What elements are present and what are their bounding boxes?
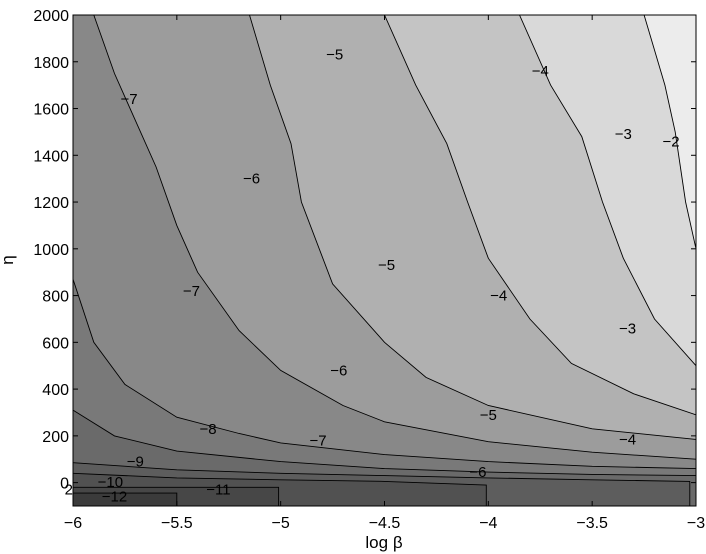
contour-line-3	[73, 462, 691, 506]
x-tick-label: −6	[64, 515, 82, 532]
contour-line-4	[73, 409, 696, 477]
y-tick-label: 2000	[33, 8, 69, 25]
contour-label: −7	[121, 91, 138, 108]
contour-line-9	[519, 15, 696, 366]
y-tick-label: 400	[42, 382, 69, 399]
contour-label: −5	[480, 407, 497, 424]
x-tick-label: −5.5	[161, 515, 193, 532]
y-tick-label: 1000	[33, 242, 69, 259]
contour-lines	[73, 15, 696, 506]
contour-label: −4	[490, 288, 507, 305]
y-tick-label: 1400	[33, 148, 69, 165]
y-tick-label: 1200	[33, 195, 69, 212]
contour-region-11	[644, 15, 696, 249]
contour-label: −5	[378, 257, 395, 274]
x-tick-label: −4.5	[369, 515, 401, 532]
contour-label: −3	[615, 126, 632, 143]
contour-line-7	[249, 15, 696, 440]
contour-label: −4	[532, 63, 549, 80]
y-tick-label: 600	[42, 335, 69, 352]
contour-label: −4	[619, 431, 636, 448]
y-tick-label: 1600	[33, 102, 69, 119]
contour-label: −6	[469, 464, 486, 481]
contour-line-0	[73, 492, 178, 506]
contour-line-8	[384, 15, 696, 416]
contour-label: −11	[206, 482, 230, 499]
contour-label: −12	[102, 489, 127, 506]
contour-label: −10	[98, 474, 123, 491]
contour-label: −8	[199, 421, 216, 438]
contour-labels: −2 −3 −3 −4 −4 −4 −5 −5 −5 −6 −6 −6 −7 −7 −7 −8 −9−10 −11…	[65, 47, 680, 506]
contour-label: −3	[619, 320, 636, 337]
x-tick-label: −5	[272, 515, 290, 532]
contour-region-10	[519, 15, 696, 366]
y-tick-label: 200	[42, 429, 69, 446]
contour-label: −2	[663, 133, 680, 150]
y-axis-ticks: 0 200 400 600 800 1000 1200 1400 1600 1800 2000	[33, 8, 696, 493]
x-tick-label: −4	[479, 515, 497, 532]
contour-label: −7	[183, 283, 200, 300]
contour-line-6	[93, 15, 696, 460]
y-axis-label: η	[0, 255, 17, 264]
y-tick-label: 0	[60, 476, 69, 493]
x-axis-label: log β	[365, 533, 402, 552]
contour-label: −6	[243, 171, 260, 188]
contour-label: −6	[330, 362, 347, 379]
contour-label: −5	[326, 47, 343, 64]
contour-line-10	[643, 15, 696, 249]
contour-label: 2	[65, 482, 73, 499]
y-tick-label: 800	[42, 289, 69, 306]
x-axis-ticks: −6 −5.5 −5 −4.5 −4 −3.5 −3	[64, 15, 705, 532]
x-tick-label: −3	[687, 515, 705, 532]
y-tick-label: 1800	[33, 55, 69, 72]
contour-line-2	[73, 472, 487, 506]
contour-line-5	[73, 279, 696, 470]
x-tick-label: −3.5	[576, 515, 608, 532]
contour-label: −9	[127, 454, 144, 471]
contour-label: −7	[309, 433, 326, 450]
contour-line-1	[73, 486, 280, 506]
contour-fills	[73, 15, 696, 506]
